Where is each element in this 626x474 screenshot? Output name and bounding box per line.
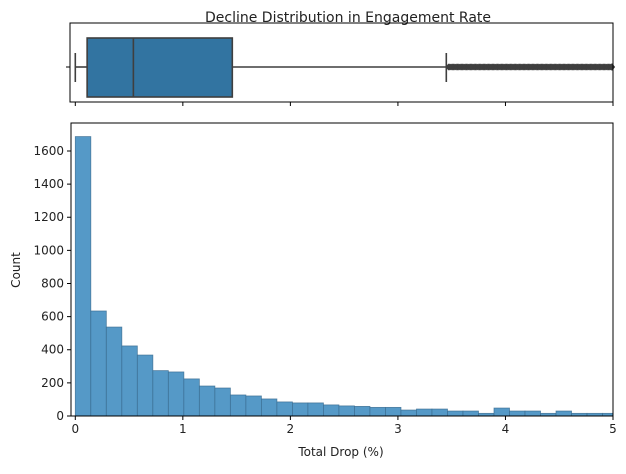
y-axis-label: Count <box>9 252 23 288</box>
histogram-bar <box>229 394 247 416</box>
y-tick-label: 0 <box>56 409 64 423</box>
histogram-bar <box>121 345 138 416</box>
y-tick-label: 1400 <box>33 177 64 191</box>
outliers <box>445 63 615 71</box>
y-tick-label: 200 <box>41 376 64 390</box>
histogram-bar <box>524 410 541 416</box>
histogram-bar <box>447 410 464 416</box>
histogram-bar <box>90 310 107 416</box>
histogram-bar <box>307 402 324 416</box>
histogram-bar <box>136 354 154 416</box>
histogram-bar <box>183 378 200 416</box>
x-tick-label: 1 <box>179 422 187 436</box>
histogram-bar <box>105 326 123 416</box>
y-tick-label: 1200 <box>33 210 64 224</box>
histogram-bar <box>74 136 92 416</box>
histogram-bar <box>509 410 526 416</box>
histogram-bar <box>152 370 169 416</box>
y-tick-label: 1600 <box>33 144 64 158</box>
chart-title: Decline Distribution in Engagement Rate <box>205 10 491 26</box>
iqr-box <box>86 37 234 98</box>
histogram-frame <box>70 122 614 417</box>
histogram-bar <box>369 406 386 416</box>
histogram-bar <box>260 398 278 416</box>
x-tick-label: 3 <box>394 422 402 436</box>
histogram-bar <box>338 405 355 416</box>
histogram-bar <box>292 402 309 416</box>
histogram-bar <box>245 395 262 416</box>
x-tick-label: 5 <box>609 422 617 436</box>
x-tick-label: 2 <box>287 422 295 436</box>
boxplot-frame <box>69 22 614 103</box>
histogram-bar <box>214 387 231 416</box>
histogram-bar <box>493 407 510 416</box>
histogram-bar <box>385 406 402 416</box>
histogram-bar <box>276 401 293 416</box>
histogram-bar <box>555 410 572 416</box>
x-tick-label: 0 <box>71 422 79 436</box>
bars <box>74 136 626 416</box>
y-tick-label: 600 <box>41 310 64 324</box>
y-tick-label: 1000 <box>33 243 64 257</box>
histogram-bar <box>416 408 433 416</box>
y-tick-label: 400 <box>41 343 64 357</box>
histogram-bar <box>400 409 417 416</box>
histogram-bar <box>323 404 340 416</box>
y-tick-label: 800 <box>41 276 64 290</box>
histogram-bar <box>431 408 448 416</box>
histogram-bar <box>354 405 371 416</box>
x-axis-label: Total Drop (%) <box>297 445 383 459</box>
boxplot-panel <box>66 22 615 106</box>
histogram-bar <box>462 410 479 416</box>
histogram-bar <box>198 385 216 416</box>
histogram-bar <box>167 371 185 416</box>
x-tick-label: 4 <box>502 422 510 436</box>
histogram-bar <box>618 413 626 416</box>
histogram-panel: 0 1 2 3 4 5 0 200 400 600 800 1000 1200 1400 1600 <box>33 122 626 436</box>
